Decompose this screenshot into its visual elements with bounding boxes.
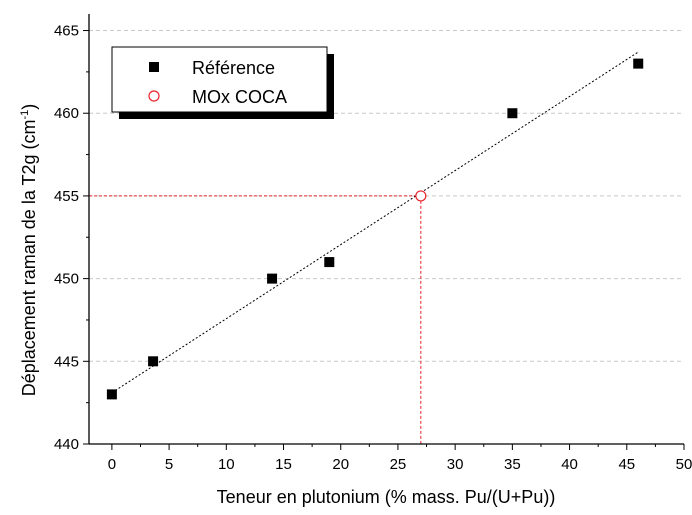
- legend-marker-mox: [148, 90, 160, 102]
- data-point-mox-coca: [415, 190, 427, 202]
- data-point-reference: [324, 257, 335, 268]
- x-tick-label: 40: [561, 456, 578, 473]
- data-points: [106, 58, 644, 400]
- y-tick-label: 465: [54, 23, 79, 40]
- x-tick-label: 0: [108, 456, 116, 473]
- y-tick-label: 455: [54, 188, 79, 205]
- y-tick-label: 445: [54, 353, 79, 370]
- x-tick-label: 30: [447, 456, 464, 473]
- y-axis-title-sup: -1: [19, 110, 31, 120]
- x-axis-title: Teneur en plutonium (% mass. Pu/(U+Pu)): [217, 487, 556, 507]
- data-point-reference: [106, 389, 117, 400]
- legend-marker-reference: [149, 62, 159, 72]
- data-point-reference: [148, 356, 159, 367]
- ticks: 0 5 10 15 20 25 30 35 40 45 50 440 445 450 455 460 465: [54, 23, 692, 473]
- fit-line-group: [111, 51, 639, 394]
- guide-lines: [89, 195, 422, 444]
- y-axis-title-close: ): [19, 104, 39, 110]
- legend-label-reference: Référence: [192, 58, 275, 78]
- x-tick-label: 5: [165, 456, 173, 473]
- y-axis-title: Déplacement raman de la T2g (cm-1): [19, 104, 39, 397]
- legend-label-mox: MOx COCA: [192, 87, 287, 107]
- x-tick-label: 20: [332, 456, 349, 473]
- data-point-reference: [507, 108, 518, 119]
- x-tick-label: 10: [218, 456, 235, 473]
- x-tick-label: 45: [618, 456, 635, 473]
- data-point-reference: [267, 273, 278, 284]
- x-tick-label: 25: [390, 456, 407, 473]
- x-tick-label: 35: [504, 456, 521, 473]
- y-tick-label: 440: [54, 436, 79, 453]
- legend: Référence MOx COCA: [111, 46, 334, 119]
- y-tick-label: 460: [54, 105, 79, 122]
- x-tick-label: 15: [275, 456, 292, 473]
- legend-box: [111, 46, 328, 113]
- x-tick-label: 50: [676, 456, 692, 473]
- fit-line: [111, 51, 639, 394]
- y-axis-title-main: Déplacement raman de la T2g (cm: [19, 119, 39, 396]
- data-point-reference: [633, 58, 644, 69]
- y-tick-label: 450: [54, 271, 79, 288]
- axes: [88, 14, 684, 445]
